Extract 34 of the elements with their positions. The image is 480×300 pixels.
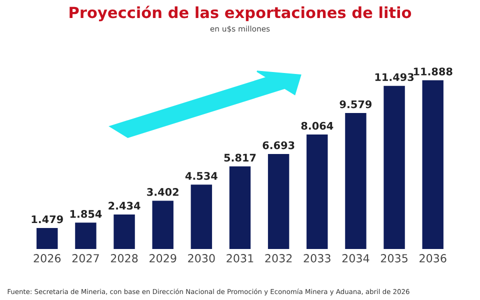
bar <box>152 200 174 249</box>
bar <box>384 86 405 249</box>
data-label: 2.434 <box>108 202 140 210</box>
bar <box>306 134 328 249</box>
x-tick-label: 2034 <box>342 254 370 262</box>
bar <box>190 184 212 249</box>
x-tick-label: 2033 <box>304 254 330 262</box>
data-label: 8.064 <box>301 122 334 130</box>
data-label: 3.402 <box>147 188 178 196</box>
data-label: 1.854 <box>70 210 102 218</box>
data-label: 4.534 <box>185 172 218 180</box>
bar <box>75 222 96 249</box>
x-tick-label: 2032 <box>265 254 292 262</box>
bar <box>229 166 251 249</box>
data-label: 11.888 <box>414 68 452 76</box>
bar <box>268 154 290 249</box>
x-tick-label: 2029 <box>150 254 176 262</box>
data-label: 1.479 <box>32 215 63 224</box>
x-tick-label: 2026 <box>34 254 61 262</box>
data-label: 5.817 <box>224 154 256 162</box>
x-tick-label: 2030 <box>188 254 215 262</box>
x-tick-label: 2036 <box>420 254 446 262</box>
data-label: 11.493 <box>375 73 414 82</box>
data-label: 9.579 <box>340 100 372 108</box>
x-tick-label: 2031 <box>226 254 254 262</box>
data-label: 6.693 <box>262 141 294 150</box>
chart-title: Proyección de las exportaciones de litio <box>70 6 412 22</box>
bar <box>345 113 366 249</box>
bar <box>36 228 58 249</box>
bar <box>114 214 135 249</box>
x-tick-label: 2035 <box>380 254 408 262</box>
bar <box>422 80 444 249</box>
x-tick-label: 2027 <box>72 254 99 262</box>
x-tick-label: 2028 <box>110 254 138 262</box>
